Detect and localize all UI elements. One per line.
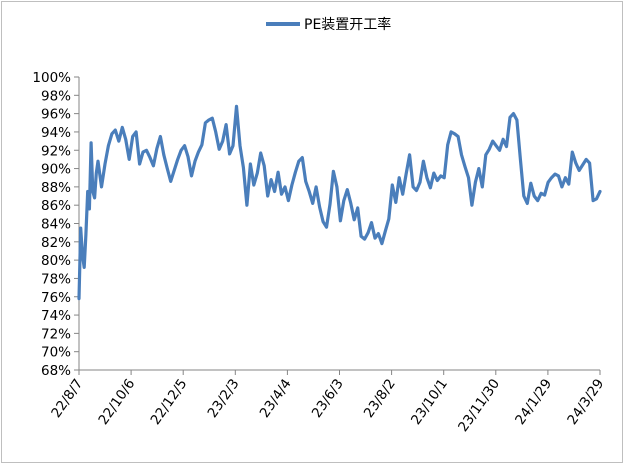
x-tick-label: 24/1/29: [512, 376, 555, 428]
series-line-pe: [77, 104, 602, 301]
x-tick-label: 24/3/29: [564, 376, 607, 428]
y-tick-label: 78%: [41, 271, 71, 287]
y-tick-label: 92%: [41, 143, 71, 159]
y-tick-label: 72%: [41, 326, 71, 342]
x-tick-label: 23/8/2: [361, 376, 399, 421]
x-tick-label: 23/2/3: [205, 376, 243, 421]
x-tick-label: 23/6/3: [309, 376, 347, 421]
legend-label-pe: PE装置开工率: [304, 16, 391, 33]
y-tick-label: 82%: [41, 235, 71, 251]
y-tick-label: 74%: [41, 308, 71, 324]
y-tick-label: 70%: [41, 345, 71, 361]
x-tick-label: 22/10/6: [95, 376, 138, 428]
y-tick-label: 94%: [41, 125, 71, 141]
y-axis: 68% 70% 72% 74% 76% 78% 80% 82% 84% 86% 88% 90% 92% 9…: [32, 70, 80, 379]
x-tick-label: 23/4/4: [257, 376, 295, 421]
y-tick-label: 80%: [41, 253, 71, 269]
y-tick-label: 88%: [41, 180, 71, 196]
y-tick-label: 98%: [41, 88, 71, 104]
x-tick-label: 22/12/5: [148, 376, 191, 428]
x-tick-label: 22/8/7: [48, 376, 86, 421]
y-tick-label: 68%: [41, 363, 71, 379]
series-line-group: [77, 104, 602, 301]
y-tick-label: 100%: [32, 70, 71, 86]
x-tick-label: 23/11/30: [455, 376, 503, 435]
x-axis: 22/8/7 22/10/6 22/12/5 23/2/3 23/4/4 23/6/3 23…: [48, 369, 607, 435]
y-tick-label: 90%: [41, 162, 71, 178]
y-tick-label: 76%: [41, 290, 71, 306]
y-tick-label: 84%: [41, 217, 71, 233]
y-tick-label: 86%: [41, 198, 71, 214]
x-tick-label: 23/10/1: [408, 376, 451, 428]
y-tick-label: 96%: [41, 107, 71, 123]
legend: PE装置开工率: [266, 16, 391, 33]
